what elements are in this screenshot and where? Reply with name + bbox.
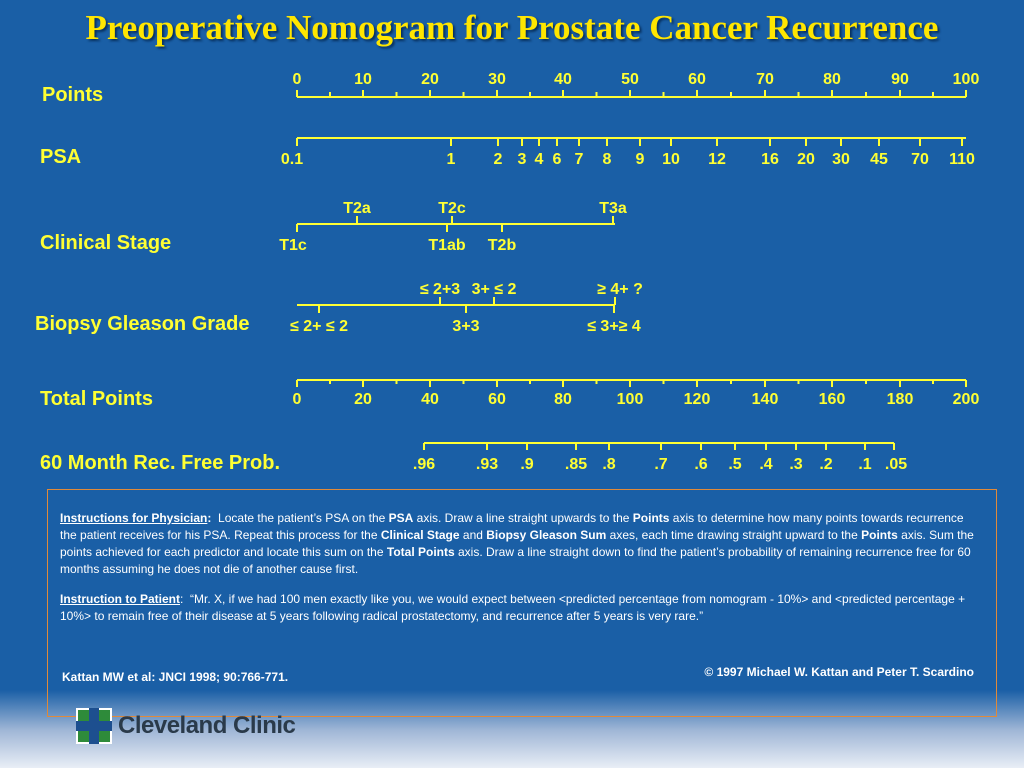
points-tick-label: 80 xyxy=(823,71,841,88)
physician-bold-6: Total Points xyxy=(386,545,455,559)
points-tick-label: 20 xyxy=(421,71,439,88)
gleason-label-below: 3+3 xyxy=(452,318,479,335)
psa-tick-label: 45 xyxy=(870,151,888,168)
clinical-stage-label-below: T1c xyxy=(279,237,307,254)
copyright: © 1997 Michael W. Kattan and Peter T. Sc… xyxy=(704,665,974,679)
psa-tick-label: 7 xyxy=(575,151,584,168)
total-points-tick-label: 120 xyxy=(684,391,711,408)
clinical-stage-label-below: T1ab xyxy=(428,237,466,254)
total-points-tick-label: 40 xyxy=(421,391,439,408)
psa-tick-label: 20 xyxy=(797,151,815,168)
gleason-label-above: ≥ 4+ ? xyxy=(597,281,643,298)
probability-tick-label: .3 xyxy=(789,456,802,473)
total-points-axis-label: Total Points xyxy=(40,388,153,410)
clinical-stage-label-above: T3a xyxy=(599,200,627,217)
total-points-tick-label: 0 xyxy=(293,391,302,408)
physician-bold-2: Points xyxy=(632,511,670,525)
points-tick-label: 50 xyxy=(621,71,639,88)
points-tick-label: 100 xyxy=(953,71,980,88)
physician-heading: Instructions for Physician xyxy=(60,511,208,525)
total-points-tick-label: 60 xyxy=(488,391,506,408)
probability-tick-label: .6 xyxy=(694,456,707,473)
psa-tick-label: 12 xyxy=(708,151,726,168)
total-points-tick-label: 180 xyxy=(887,391,914,408)
cleveland-clinic-logo-icon xyxy=(76,708,112,744)
psa-tick-label: 30 xyxy=(832,151,850,168)
logo-text: Cleveland Clinic xyxy=(118,712,296,739)
physician-text-2: axis. Draw a line straight upwards to th… xyxy=(416,511,630,525)
probability-tick-label: .96 xyxy=(413,456,435,473)
probability-tick-label: .2 xyxy=(819,456,832,473)
citation: Kattan MW et al: JNCI 1998; 90:766-771. xyxy=(62,670,289,684)
psa-tick-label: 3 xyxy=(518,151,527,168)
gleason-label-below: ≤ 3+≥ 4 xyxy=(587,318,641,335)
psa-tick-label: 70 xyxy=(911,151,929,168)
probability-tick-label: .8 xyxy=(602,456,615,473)
total-points-tick-label: 140 xyxy=(752,391,779,408)
physician-bold-3: Clinical Stage xyxy=(380,528,460,542)
psa-tick-label: 6 xyxy=(553,151,562,168)
total-points-tick-label: 100 xyxy=(617,391,644,408)
probability-tick-label: .85 xyxy=(565,456,587,473)
probability-tick-label: .93 xyxy=(476,456,498,473)
probability-tick-label: .5 xyxy=(728,456,741,473)
probability-tick-label: .9 xyxy=(520,456,533,473)
points-tick-label: 10 xyxy=(354,71,372,88)
instructions-box: Instructions for Physician: Locate the p… xyxy=(47,489,997,717)
physician-text-5: axes, each time drawing straight upward … xyxy=(609,528,858,542)
gleason-label-above: 3+ ≤ 2 xyxy=(472,281,517,298)
points-tick-label: 60 xyxy=(688,71,706,88)
points-tick-label: 40 xyxy=(554,71,572,88)
probability-tick-label: .7 xyxy=(654,456,667,473)
gleason-label-below: ≤ 2+ ≤ 2 xyxy=(290,318,348,335)
total-points-tick-label: 160 xyxy=(819,391,846,408)
total-points-tick-label: 20 xyxy=(354,391,372,408)
psa-tick-label: 10 xyxy=(662,151,680,168)
clinical-stage-label-above: T2a xyxy=(343,200,371,217)
psa-tick-label: 110 xyxy=(949,151,975,168)
physician-bold-5: Points xyxy=(861,528,898,542)
physician-text-3: axis to determine how many points toward… xyxy=(60,511,964,542)
physician-text-7: axis. Draw a line straight down to find … xyxy=(60,545,971,576)
physician-text-1: Locate the patient’s PSA on the xyxy=(218,511,386,525)
points-tick-label: 70 xyxy=(756,71,774,88)
total-points-tick-label: 200 xyxy=(953,391,980,408)
psa-tick-label: 1 xyxy=(447,151,456,168)
psa-tick-label: 16 xyxy=(761,151,779,168)
patient-instructions: Instruction to Patient: “Mr. X, if we ha… xyxy=(60,592,966,623)
psa-tick-label: 9 xyxy=(636,151,645,168)
points-tick-label: 90 xyxy=(891,71,909,88)
probability-tick-label: .05 xyxy=(885,456,907,473)
psa-tick-label: 0.1 xyxy=(281,151,303,168)
physician-instructions: Instructions for Physician: Locate the p… xyxy=(60,511,974,576)
psa-tick-label: 2 xyxy=(494,151,503,168)
patient-text: “Mr. X, if we had 100 men exactly like y… xyxy=(60,592,966,623)
points-tick-label: 0 xyxy=(293,71,302,88)
patient-heading: Instruction to Patient xyxy=(60,592,180,606)
physician-text-6: axis. Sum the points achieved for each p… xyxy=(60,528,974,559)
slide-title: Preoperative Nomogram for Prostate Cance… xyxy=(85,8,939,47)
clinical-stage-label-below: T2b xyxy=(488,237,517,254)
psa-tick-label: 4 xyxy=(535,151,544,168)
probability-tick-label: .1 xyxy=(858,456,871,473)
points-tick-label: 30 xyxy=(488,71,506,88)
clinical-stage-label-above: T2c xyxy=(438,200,466,217)
points-axis-label: Points xyxy=(42,84,104,106)
probability-tick-label: .4 xyxy=(759,456,772,473)
clinical-stage-axis-label: Clinical Stage xyxy=(40,232,172,254)
gleason-axis-label: Biopsy Gleason Grade xyxy=(35,313,250,335)
gleason-label-above: ≤ 2+3 xyxy=(420,281,460,298)
physician-text-4: and xyxy=(462,528,483,542)
total-points-tick-label: 80 xyxy=(554,391,572,408)
psa-tick-label: 8 xyxy=(603,151,612,168)
psa-axis-label: PSA xyxy=(40,146,82,168)
physician-bold-1: PSA xyxy=(388,511,414,525)
probability-axis-label: 60 Month Rec. Free Prob. xyxy=(40,452,281,474)
physician-bold-4: Biopsy Gleason Sum xyxy=(486,528,607,542)
